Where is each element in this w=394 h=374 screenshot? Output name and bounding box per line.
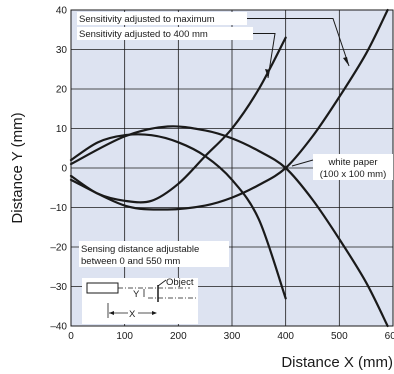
white-paper-label-bg (313, 154, 393, 180)
y-dimension-label: Y (133, 289, 140, 300)
x-dimension-arrow-left (109, 311, 114, 315)
sensor-box-bg (82, 278, 198, 324)
range-label-bg (79, 241, 229, 267)
y-tick-label: –10 (50, 203, 67, 214)
x-dimension-arrow-right (152, 311, 157, 315)
y-tick-label: 20 (56, 85, 68, 96)
white-paper-label: white paper (327, 157, 377, 168)
y-tick-label: –20 (50, 243, 67, 254)
x-tick-label: 100 (116, 331, 133, 342)
x-tick-labels: 0 100 200 300 400 500 600 (68, 331, 394, 342)
white-paper-leader (291, 159, 314, 167)
x-tick-label: 0 (68, 331, 74, 342)
series-1-curve-0 (69, 125, 389, 328)
curves (69, 8, 389, 328)
max-label: Sensitivity adjusted to maximum (79, 14, 215, 25)
y-tick-labels: 40 30 20 10 0 –10 –20 –30 –40 (50, 6, 67, 333)
grid-lines (71, 10, 393, 326)
sensor-diagram: Object Y X (82, 277, 198, 324)
range-label-line1: Sensing distance adjustable (81, 244, 199, 255)
y-tick-label: 30 (56, 45, 68, 56)
x-tick-label: 600 (385, 331, 394, 342)
s400-label-bg (77, 27, 253, 40)
object-leader (157, 279, 167, 287)
max-label-arrowhead (343, 57, 349, 66)
max-label-leader (247, 18, 350, 67)
x-tick-label: 500 (331, 331, 348, 342)
x-dimension-label-bg (128, 306, 138, 318)
y-tick-label: –30 (50, 282, 67, 293)
series-0-curve-0 (69, 133, 287, 300)
y-tick-label: 0 (61, 164, 67, 175)
x-axis-label: Distance X (mm) (281, 354, 393, 371)
white-paper-size: (100 x 100 mm) (320, 169, 387, 180)
y-tick-label: 10 (56, 124, 68, 135)
series-1-curve-1 (69, 8, 389, 211)
s400-label-leader (253, 33, 276, 79)
range-label-line2: between 0 and 550 mm (81, 256, 180, 267)
max-label-bg (77, 12, 247, 25)
y-axis-label: Distance Y (mm) (9, 112, 26, 223)
s400-label-arrowhead (265, 69, 270, 78)
x-dimension-label: X (129, 309, 136, 320)
x-tick-label: 400 (277, 331, 294, 342)
x-tick-label: 300 (224, 331, 241, 342)
y-tick-label: 40 (56, 6, 68, 17)
x-tick-label: 200 (170, 331, 187, 342)
y-tick-label: –40 (50, 322, 67, 333)
s400-label: Sensitivity adjusted to 400 mm (79, 29, 208, 40)
object-label: Object (166, 277, 194, 288)
